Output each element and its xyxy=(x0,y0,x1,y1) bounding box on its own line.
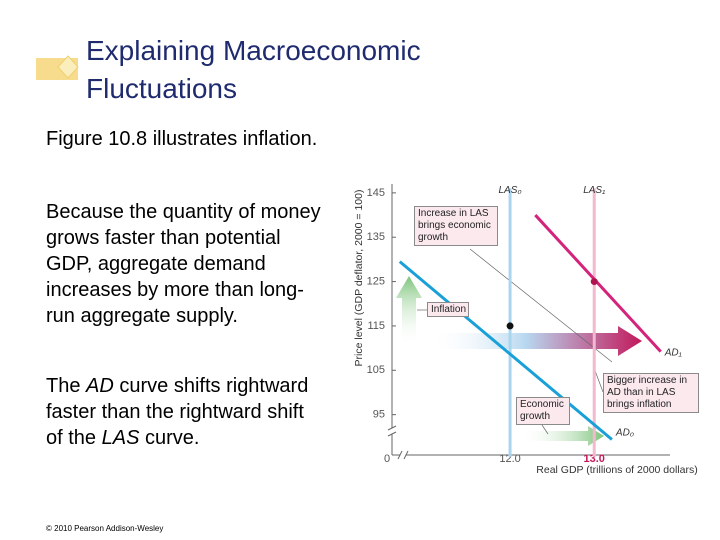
equilibrium-point xyxy=(506,322,514,330)
text: The xyxy=(46,375,87,397)
origin-label: 0 xyxy=(384,453,390,465)
series-label: AD₁ xyxy=(664,348,682,359)
series-label: LAS₀ xyxy=(498,185,521,196)
y-axis-label: Price level (GDP deflator, 2000 = 100) xyxy=(353,190,365,367)
title-line: Fluctuations xyxy=(86,73,237,104)
paragraph: Figure 10.8 illustrates inflation. xyxy=(46,126,326,152)
curve xyxy=(534,214,662,353)
title-line: Explaining Macroeconomic xyxy=(86,35,421,66)
y-tick-label: 95 xyxy=(373,409,385,421)
y-tick-label: 145 xyxy=(367,187,385,199)
y-tick-label: 135 xyxy=(367,231,385,243)
annotation: Economic growth xyxy=(516,397,570,425)
curve xyxy=(398,260,613,441)
axis-break xyxy=(397,450,403,460)
paragraph: Because the quantity of money grows fast… xyxy=(46,199,326,329)
annotation: Increase in LAS brings economic growth xyxy=(414,206,498,246)
axis-break xyxy=(387,425,397,431)
equilibrium-point xyxy=(590,278,598,286)
inflation-arrow xyxy=(396,276,422,346)
axis-break xyxy=(387,431,397,437)
text: curve shifts rightward faster than the r… xyxy=(46,375,309,449)
y-tick-label: 115 xyxy=(367,320,385,332)
x-tick-label: 13.0 xyxy=(584,453,605,465)
series-label: AD₀ xyxy=(615,427,634,438)
callout-line xyxy=(541,424,549,435)
growth-arrow xyxy=(520,426,604,446)
footer: © 2010 Pearson Addison-Wesley xyxy=(46,524,164,533)
y-tick-label: 125 xyxy=(367,275,385,287)
plot: 95 105 115 125 135 145 12.0 13.0 LAS₀ LAS₁ AD₀ AD₁ xyxy=(367,184,682,465)
paragraph: The AD curve shifts rightward faster tha… xyxy=(46,373,326,451)
slide-title: Explaining Macroeconomic Fluctuations xyxy=(86,32,421,108)
y-tick-label: 105 xyxy=(367,364,385,376)
text: LAS xyxy=(101,427,140,449)
text: curve. xyxy=(139,427,200,449)
text: Figure 10.8 illustrates inflation. xyxy=(46,128,318,150)
ad-shift-arrow xyxy=(430,326,642,356)
annotation: Bigger increase in AD than in LAS brings… xyxy=(603,373,699,413)
x-axis-label: Real GDP (trillions of 2000 dollars) xyxy=(536,464,697,476)
text: Because the quantity of money grows fast… xyxy=(46,201,321,327)
text: AD xyxy=(86,375,114,397)
axis-break xyxy=(403,450,409,460)
series-label: LAS₁ xyxy=(583,185,605,196)
title-diamond xyxy=(57,55,79,79)
callout-line xyxy=(469,248,613,363)
x-tick-label: 12.0 xyxy=(499,453,520,465)
annotation: Inflation xyxy=(427,302,469,317)
